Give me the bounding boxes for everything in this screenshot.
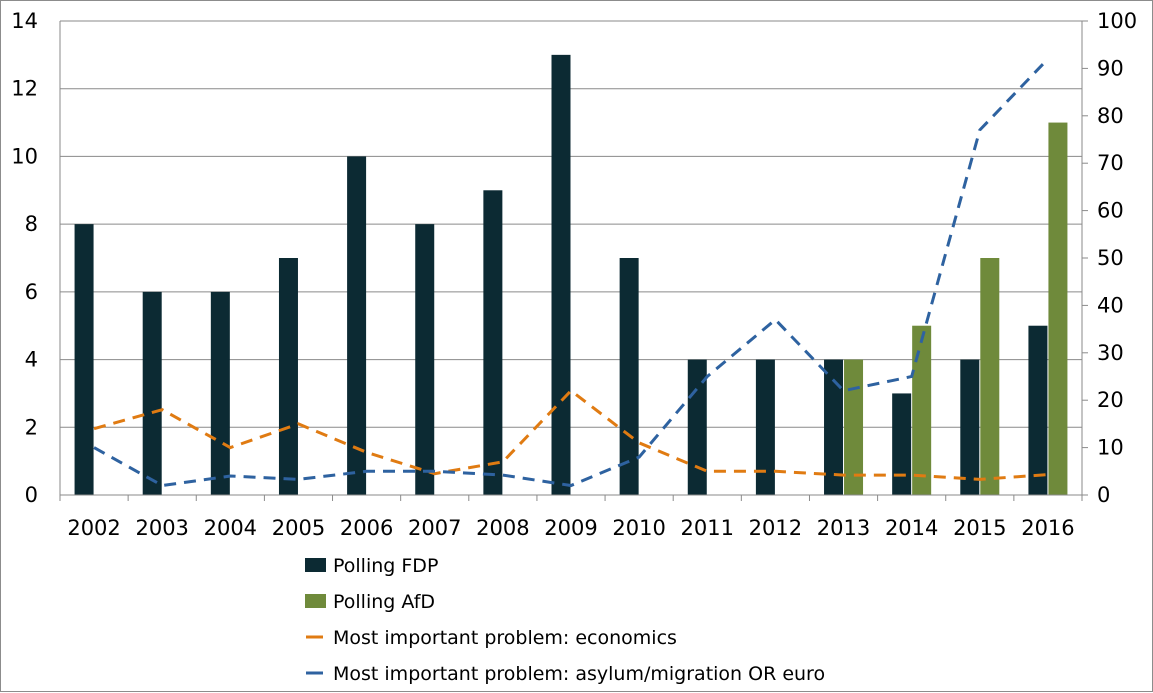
bar-fdp [210, 291, 230, 495]
x-tick-label: 2008 [476, 516, 529, 540]
y2-tick-label: 90 [1097, 56, 1124, 80]
x-tick-label: 2005 [272, 516, 325, 540]
y2-tick-label: 10 [1097, 436, 1124, 460]
x-tick-label: 2003 [135, 516, 188, 540]
x-tick-label: 2014 [885, 516, 938, 540]
x-tick-label: 2012 [749, 516, 802, 540]
bar-afd [844, 359, 864, 495]
legend: Polling FDP Polling AfD Most important pro… [305, 555, 825, 685]
x-tick-label: 2006 [340, 516, 393, 540]
bar-fdp [278, 258, 298, 495]
y-tick-label: 0 [25, 483, 38, 507]
y-tick-label: 4 [25, 348, 38, 372]
x-tick-label: 2015 [953, 516, 1006, 540]
y2-tick-label: 0 [1097, 483, 1110, 507]
bar-fdp [824, 359, 844, 495]
y2-tick-label: 100 [1097, 9, 1137, 33]
y-tick-label: 6 [25, 280, 38, 304]
x-tick-label: 2004 [204, 516, 257, 540]
gridlines [60, 20, 1082, 496]
legend-swatch [305, 558, 326, 572]
y-tick-label: 14 [11, 9, 38, 33]
bar-fdp [415, 224, 435, 495]
y2-tick-label: 50 [1097, 246, 1124, 270]
bar-fdp [551, 54, 571, 495]
y-axis-left-ticks: 0 2 4 6 8 10 12 14 [11, 9, 38, 507]
series-line-1 [93, 57, 1050, 488]
y2-tick-label: 40 [1097, 293, 1124, 317]
y-tick-label: 8 [25, 212, 38, 236]
bar-fdp [960, 359, 980, 495]
bar-fdp [347, 156, 367, 495]
bar-fdp [142, 291, 162, 495]
x-tick-label: 2009 [544, 516, 597, 540]
y-tick-label: 2 [25, 415, 38, 439]
lines [93, 57, 1050, 488]
y2-tick-label: 80 [1097, 104, 1124, 128]
bar-afd [912, 325, 932, 495]
y-axis-right-ticks: 0 10 20 30 40 50 60 70 80 90 100 [1097, 9, 1137, 507]
legend-swatch [305, 594, 326, 608]
legend-label: Most important problem: economics [333, 627, 677, 649]
y2-tick-label: 20 [1097, 388, 1124, 412]
x-axis-ticks: 2002 2003 2004 2005 2006 2007 2008 2009 2010 2011… [67, 516, 1074, 540]
bar-afd [980, 258, 1000, 495]
x-tick-label: 2002 [67, 516, 120, 540]
legend-label: Most important problem: asylum/migration… [333, 663, 825, 685]
x-tick-label: 2007 [408, 516, 461, 540]
bar-fdp [892, 393, 912, 495]
x-tick-label: 2010 [612, 516, 665, 540]
y2-tick-label: 60 [1097, 199, 1124, 223]
y2-tick-label: 70 [1097, 151, 1124, 175]
y-tick-label: 10 [11, 144, 38, 168]
x-tick-label: 2011 [681, 516, 734, 540]
bar-fdp [755, 359, 775, 495]
legend-label: Polling AfD [333, 591, 435, 613]
bar-fdp [619, 258, 639, 495]
axes [59, 20, 1088, 501]
x-tick-label: 2013 [817, 516, 870, 540]
bars [74, 54, 1068, 496]
bar-fdp [483, 190, 503, 496]
x-tick-label: 2016 [1021, 516, 1074, 540]
y-tick-label: 12 [11, 77, 38, 101]
y2-tick-label: 30 [1097, 341, 1124, 365]
bar-fdp [1028, 325, 1048, 495]
bar-afd [1048, 122, 1068, 496]
legend-label: Polling FDP [333, 555, 438, 577]
bar-fdp [74, 224, 94, 495]
